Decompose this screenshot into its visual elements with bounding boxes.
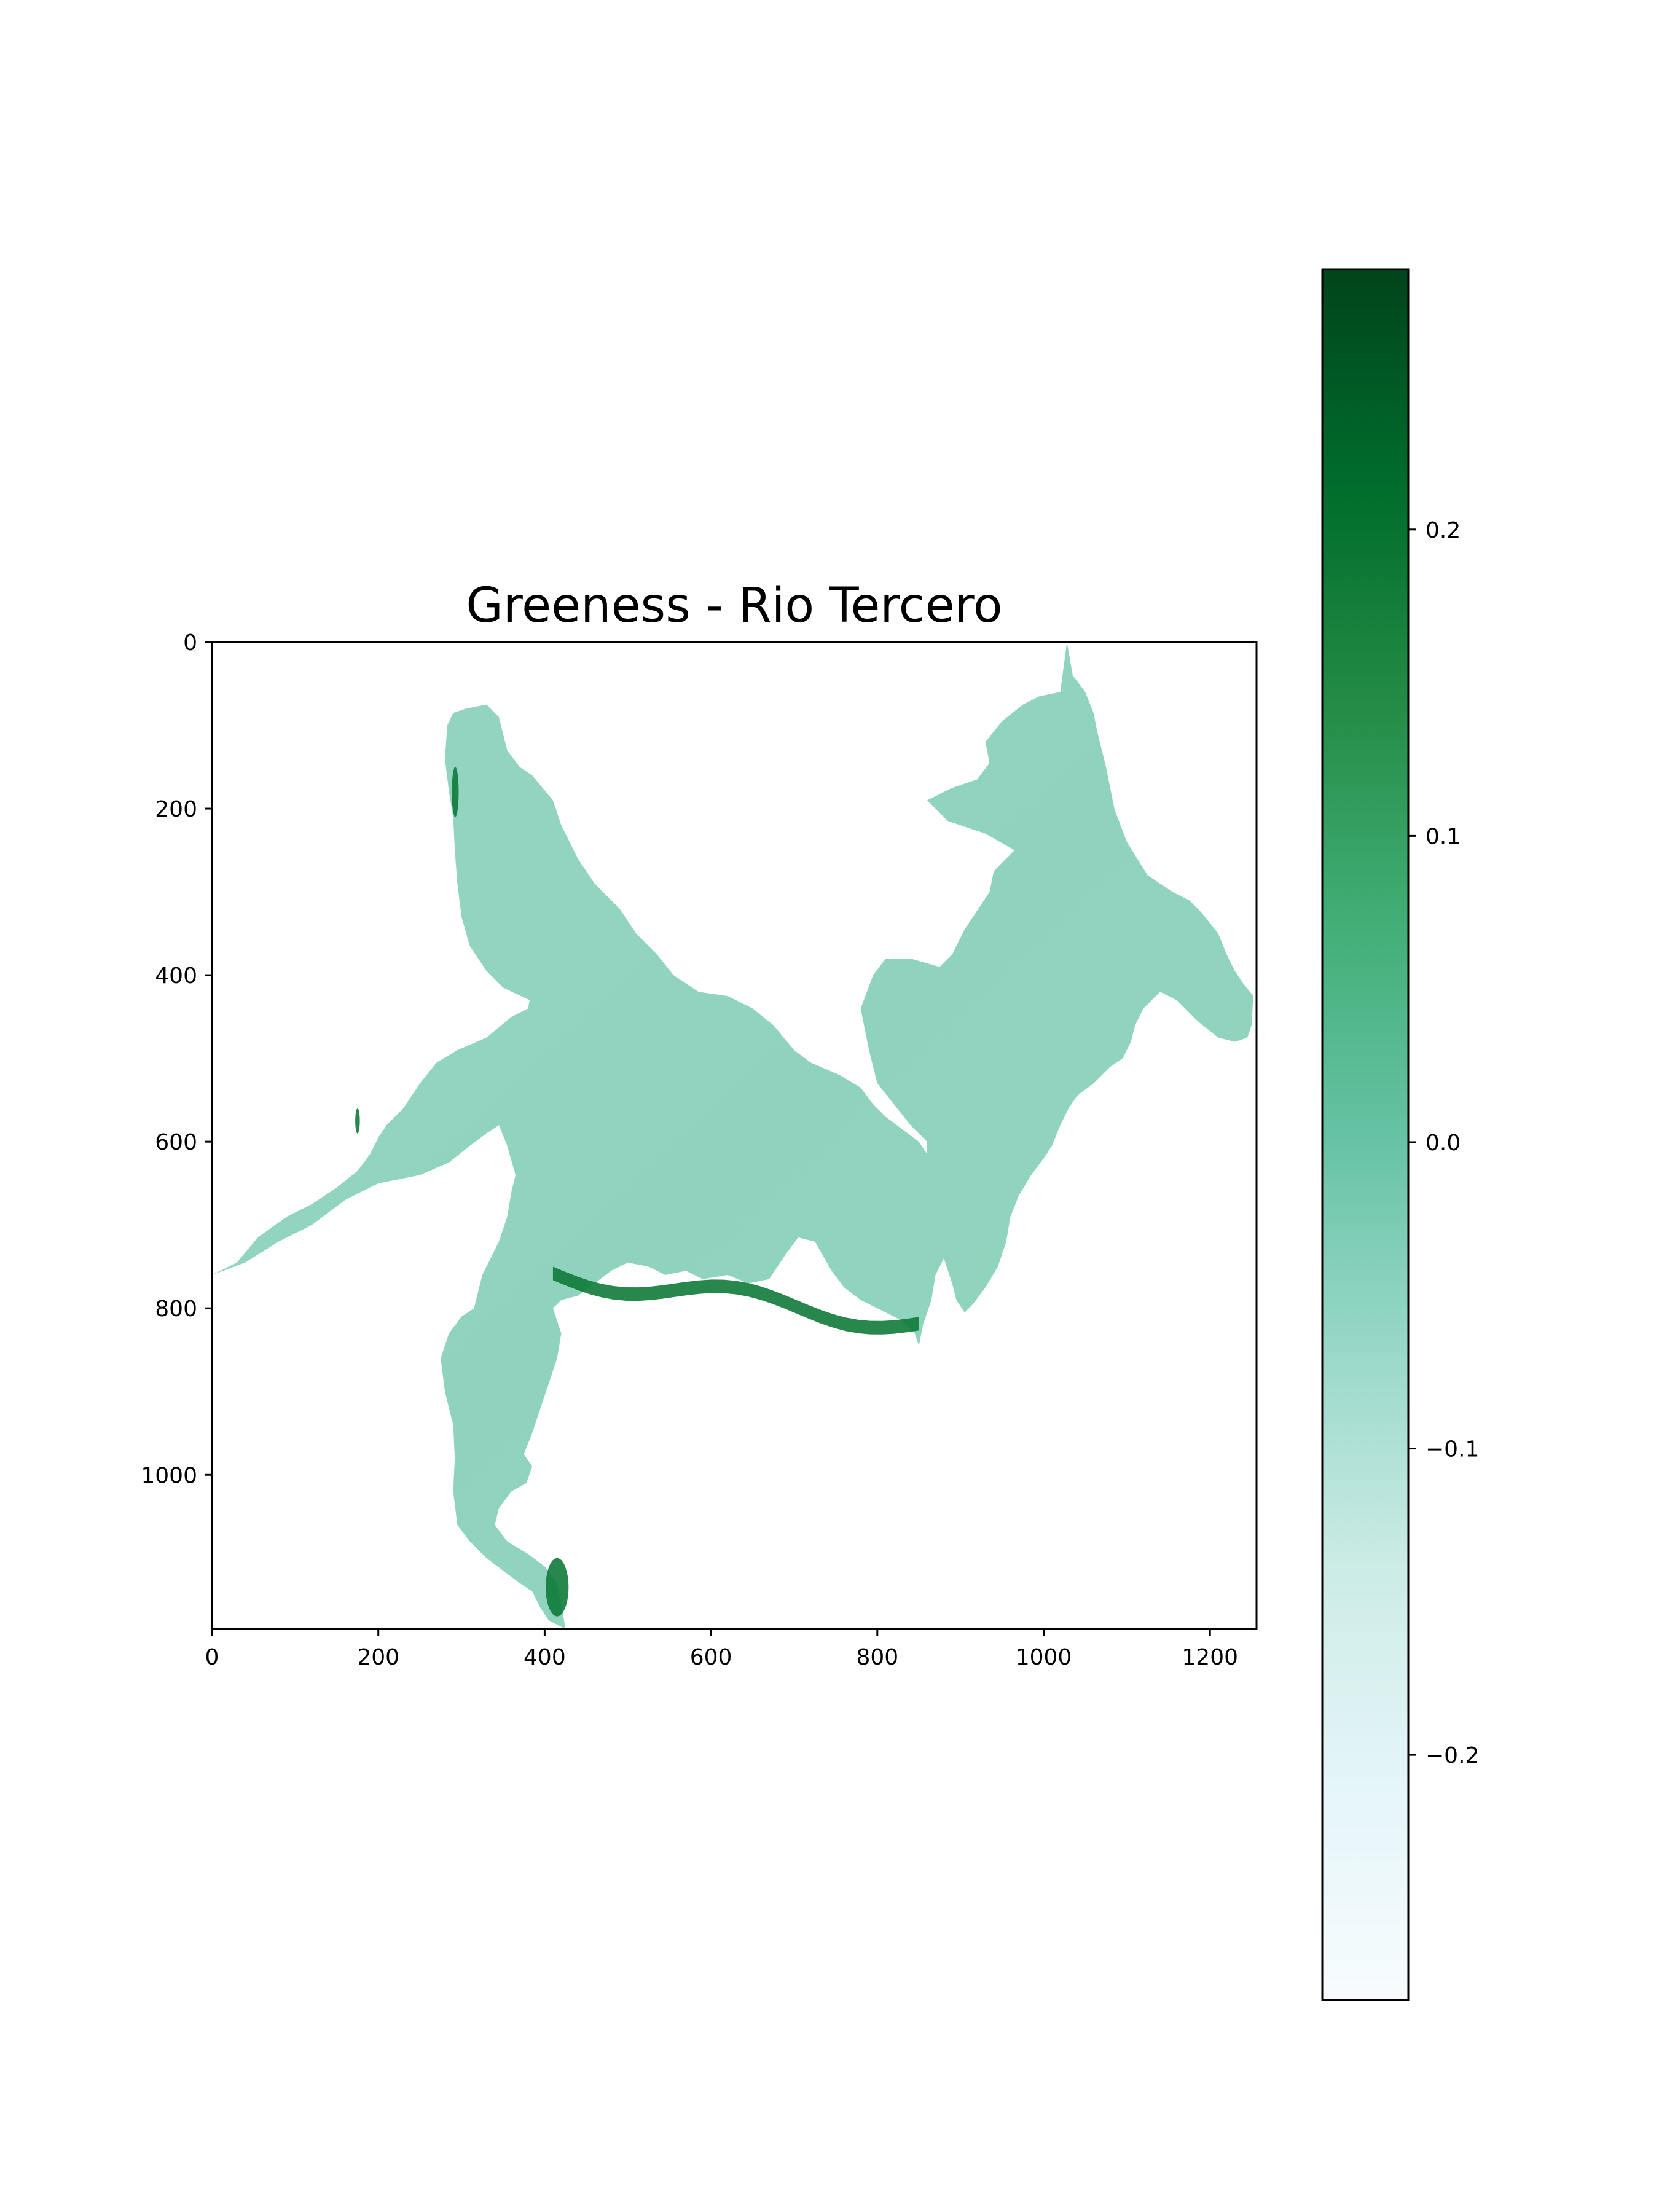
- x-tick-label: 0: [205, 1645, 219, 1670]
- colorbar: 0.2 0.1 0.0 −0.1 −0.2: [1321, 268, 1479, 2001]
- x-tick-label: 400: [524, 1645, 566, 1670]
- shoreline-patch: [355, 1108, 360, 1134]
- x-tick-label: 1000: [1016, 1645, 1072, 1670]
- y-tick-label: 600: [155, 1130, 197, 1155]
- water-body-image: [212, 642, 1253, 1629]
- shoreline-high-greenness: [355, 767, 919, 1617]
- shoreline-patch: [546, 1558, 569, 1617]
- x-tick-label: 800: [856, 1645, 898, 1670]
- shoreline-patch: [452, 767, 459, 817]
- y-tick-label: 1000: [141, 1463, 197, 1488]
- y-tick-label: 0: [183, 630, 197, 656]
- x-axis: 0 200 400 600 800 1000 1200: [205, 1629, 1238, 1670]
- y-tick-label: 800: [155, 1296, 197, 1322]
- colorbar-tick-label: 0.1: [1426, 824, 1461, 849]
- x-tick-label: 600: [690, 1645, 732, 1670]
- colorbar-tick-label: 0.0: [1426, 1131, 1461, 1156]
- colorbar-tick-label: −0.1: [1426, 1437, 1479, 1462]
- colorbar-tick-label: −0.2: [1426, 1743, 1479, 1768]
- chart-title: Greeness - Rio Tercero: [466, 578, 1002, 633]
- colorbar-tick-label: 0.2: [1426, 518, 1461, 543]
- x-tick-label: 1200: [1182, 1645, 1238, 1670]
- shoreline-patch: [552, 1266, 919, 1335]
- colorbar-fill: [1322, 269, 1408, 2000]
- plot-area: [211, 641, 1258, 1630]
- x-tick-label: 200: [357, 1645, 399, 1670]
- y-tick-label: 200: [155, 797, 197, 822]
- colorbar-frame: [1321, 268, 1410, 2001]
- plot-frame: [211, 641, 1258, 1630]
- y-axis: 0 200 400 600 800 1000: [141, 630, 212, 1488]
- y-tick-label: 400: [155, 963, 197, 989]
- colorbar-axis: 0.2 0.1 0.0 −0.1 −0.2: [1408, 518, 1479, 1768]
